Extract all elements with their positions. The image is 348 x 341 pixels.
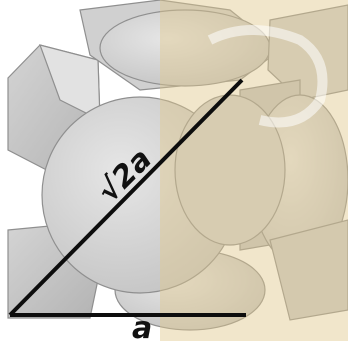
face-diagonal-line: [8, 78, 244, 317]
corner-atom-bottom-right: [269, 219, 348, 321]
edge-label: a: [132, 311, 152, 341]
watermark-band: [160, 0, 348, 341]
watermark-logo: [207, 25, 328, 128]
atom-slices: [7, 0, 348, 331]
